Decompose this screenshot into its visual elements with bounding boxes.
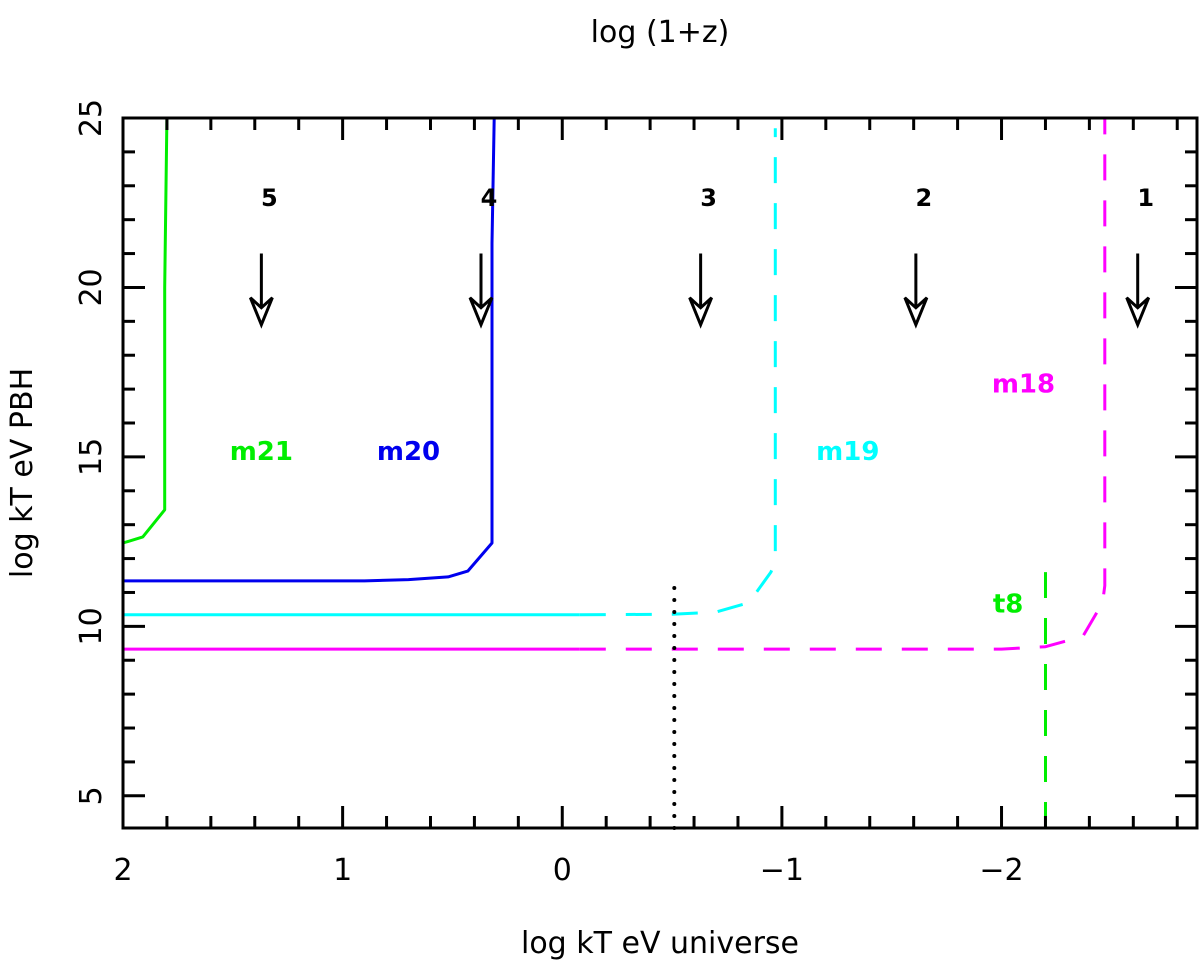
y-tick-label: 5 [74,786,109,805]
series-line-m18-dashed [579,118,1107,651]
series-label-t8: t8 [993,590,1024,620]
redshift-arrow-head [248,296,274,329]
series-label-m18: m18 [992,369,1055,399]
y-axis-label: log kT eV PBH [5,368,40,578]
series-label-m19: m19 [816,437,879,467]
redshift-label: 5 [261,184,278,212]
x-tick-label: −2 [979,853,1023,888]
series-line-m20-solid [123,117,496,583]
x-axis-label: log kT eV universe [521,926,799,961]
x-tick-label: 0 [553,853,572,888]
series-label-m20: m20 [377,437,440,467]
x-tick-label: −1 [760,853,804,888]
x-tick-label: 2 [113,853,132,888]
plot-frame [121,116,1199,830]
top-axis-label: log (1+z) [591,15,730,50]
y-tick-label: 20 [74,268,109,306]
redshift-arrow-head [1125,296,1151,329]
redshift-arrow-head [468,296,494,329]
y-tick-label: 15 [74,438,109,476]
series-line-m21-solid [122,117,169,545]
series-line-m19-dashed [579,128,777,617]
redshift-label: 2 [916,184,933,212]
redshift-label: 1 [1137,184,1154,212]
series-label-m21: m21 [230,437,293,467]
x-tick-label: 1 [333,853,352,888]
redshift-arrow-head [903,296,929,329]
redshift-label: 4 [481,184,498,212]
redshift-arrow-head [688,296,714,329]
redshift-label: 3 [700,184,717,212]
y-tick-label: 25 [74,99,109,137]
y-tick-label: 10 [74,607,109,645]
